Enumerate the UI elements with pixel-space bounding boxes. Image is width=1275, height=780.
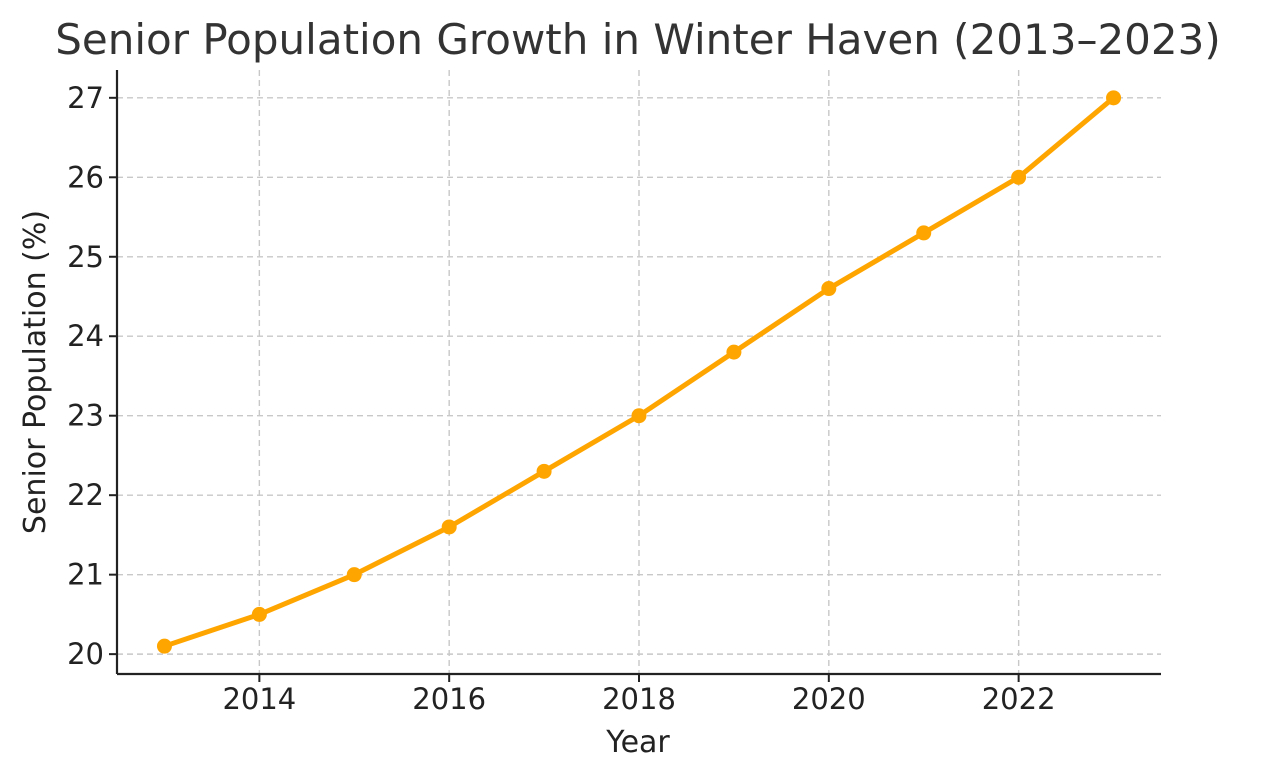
data-point-2016 [441, 519, 457, 535]
series [156, 90, 1122, 654]
data-point-2021 [916, 225, 932, 241]
y-tick-label: 22 [67, 478, 104, 512]
chart-title: Senior Population Growth in Winter Haven… [55, 15, 1220, 64]
data-point-2015 [346, 567, 362, 583]
y-tick-label: 21 [67, 558, 104, 592]
data-point-2022 [1011, 169, 1027, 185]
y-tick-label: 20 [67, 637, 104, 671]
x-tick-label: 2018 [602, 682, 676, 716]
data-point-2020 [821, 281, 837, 297]
data-point-2023 [1106, 90, 1122, 106]
data-point-2018 [631, 408, 647, 424]
data-point-2013 [156, 638, 172, 654]
data-point-2014 [251, 606, 267, 622]
y-tick-label: 27 [67, 81, 104, 115]
y-tick-label: 23 [67, 399, 104, 433]
x-tick-label: 2016 [412, 682, 486, 716]
data-point-2017 [536, 463, 552, 479]
x-axis-label: Year [605, 725, 670, 760]
ticks: 20 21 22 23 24 25 26 27 2014 2016 2018 2020 2022 [67, 81, 1055, 716]
x-tick-label: 2014 [222, 682, 296, 716]
y-tick-label: 26 [67, 160, 104, 194]
x-tick-label: 2020 [792, 682, 866, 716]
y-tick-label: 25 [67, 240, 104, 274]
grid [117, 70, 1161, 674]
y-tick-label: 24 [67, 319, 104, 353]
x-tick-label: 2022 [982, 682, 1056, 716]
data-point-2019 [726, 344, 742, 360]
y-axis-label: Senior Population (%) [18, 210, 53, 534]
